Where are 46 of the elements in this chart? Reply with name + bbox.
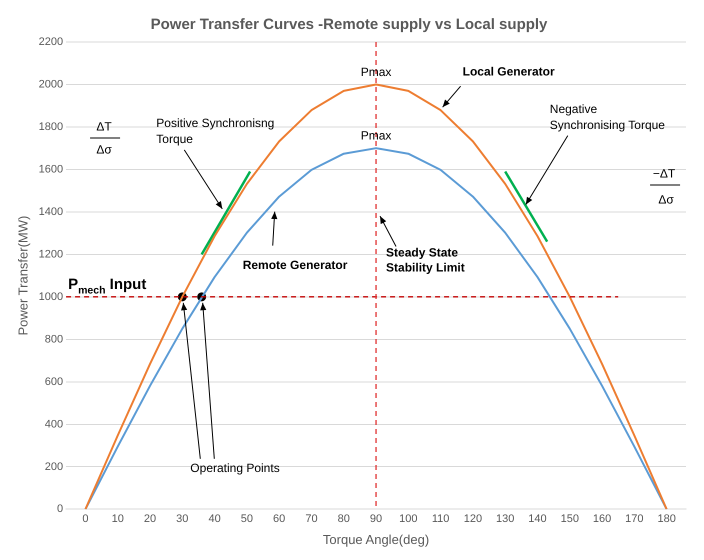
- x-tick-label: 170: [625, 512, 644, 525]
- ref-line-label: Steady State Stability Limit: [386, 245, 465, 274]
- y-tick-label: 200: [44, 460, 64, 473]
- y-tick-label: 0: [56, 503, 64, 516]
- x-tick-label: 60: [273, 512, 286, 525]
- x-tick-label: 160: [592, 512, 612, 525]
- annotation: Δσ: [96, 142, 112, 156]
- annotation: Pmax: [360, 128, 392, 142]
- x-tick-label: 180: [657, 512, 676, 525]
- x-tick-label: 10: [112, 512, 124, 525]
- annotation: Negative Synchronising Torque: [550, 102, 666, 132]
- annotation: Operating Points: [190, 461, 280, 476]
- x-tick-label: 70: [305, 512, 318, 525]
- y-tick-label: 800: [44, 333, 64, 346]
- y-tick-label: 600: [44, 376, 64, 388]
- x-tick-label: 110: [432, 512, 450, 525]
- y-tick-label: 1400: [38, 206, 64, 218]
- x-tick-label: 40: [208, 512, 221, 525]
- x-tick-label: 80: [338, 512, 350, 525]
- y-tick-label: 2000: [38, 78, 64, 91]
- y-axis-title: Power Transfer(MW): [15, 216, 30, 336]
- y-tick-label: 1600: [38, 163, 64, 176]
- x-tick-label: 0: [82, 512, 89, 525]
- annotation: Pmax: [360, 64, 392, 79]
- y-tick-label: 2200: [38, 36, 64, 48]
- annotation: Positive Synchronisng Torque: [156, 116, 274, 146]
- y-tick-label: 1000: [38, 290, 64, 303]
- x-tick-label: 50: [240, 512, 254, 525]
- x-tick-label: 90: [370, 512, 382, 525]
- annotation: Remote Generator: [242, 258, 348, 272]
- x-axis-title: Torque Angle(deg): [322, 532, 430, 547]
- annotation: Δσ: [658, 192, 674, 206]
- y-tick-label: 400: [44, 418, 64, 430]
- x-tick-label: 120: [464, 512, 482, 525]
- x-tick-label: 150: [560, 512, 579, 525]
- annotation: −ΔT: [652, 166, 676, 180]
- annotation: ΔT: [96, 119, 112, 134]
- y-tick-label: 1800: [38, 120, 64, 133]
- x-tick-label: 100: [399, 512, 418, 525]
- x-tick-label: 130: [496, 512, 514, 525]
- x-tick-label: 30: [176, 512, 188, 525]
- chart-title: Power Transfer Curves -Remote supply vs Local supply: [150, 16, 548, 34]
- x-tick-label: 140: [528, 512, 547, 525]
- y-tick-label: 1200: [38, 248, 64, 260]
- x-tick-label: 20: [144, 512, 156, 525]
- annotation: Local Generator: [462, 64, 555, 78]
